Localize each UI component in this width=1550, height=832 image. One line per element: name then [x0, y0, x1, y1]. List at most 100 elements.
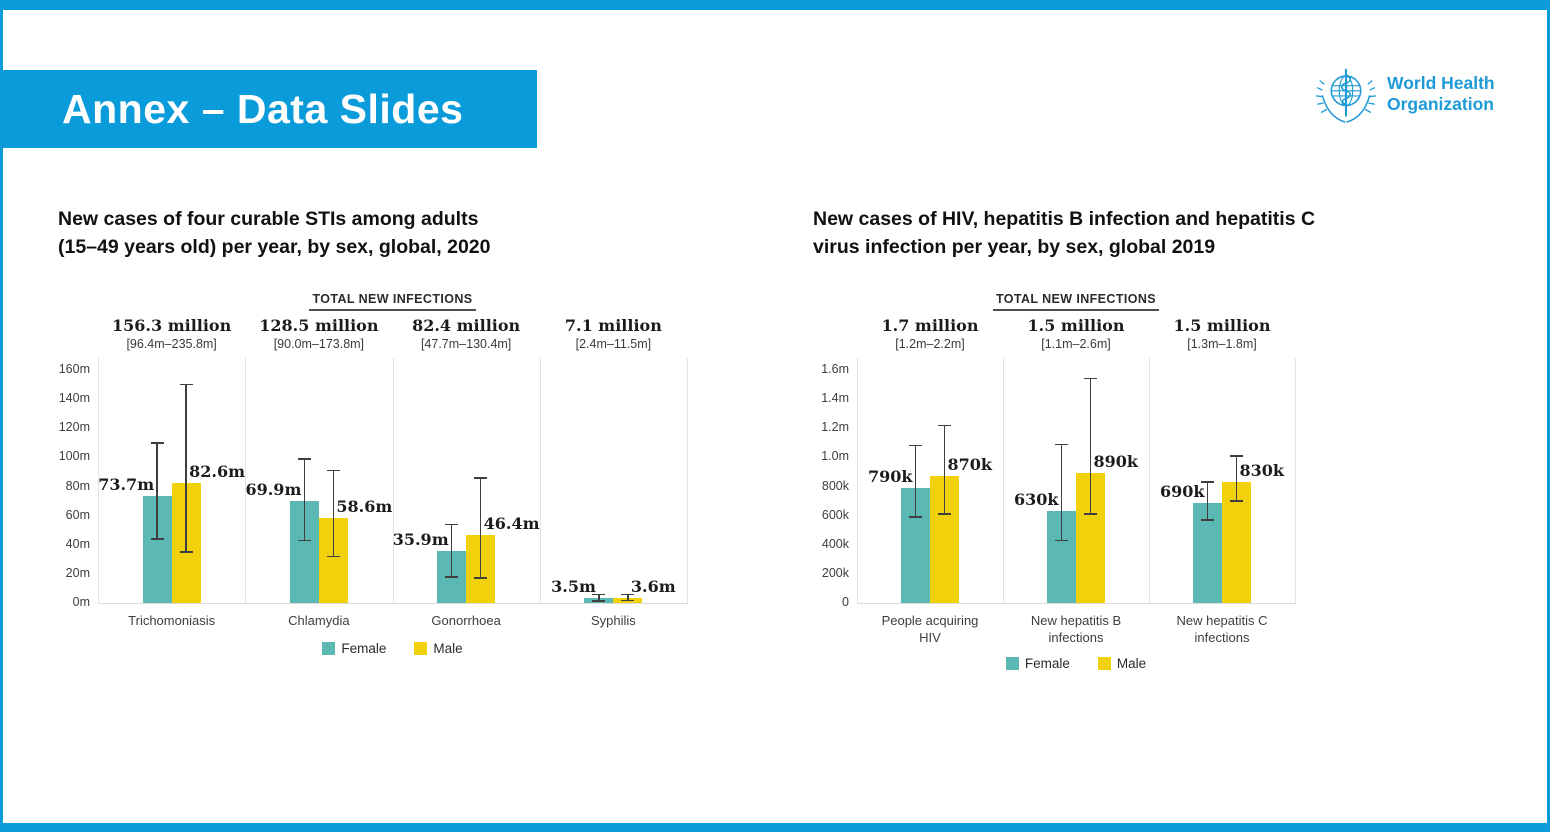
category-label-people-acquiring-hiv: People acquiring HIV — [857, 612, 1003, 646]
value-label-female-people-acquiring-hiv: 790k — [868, 466, 913, 486]
chart-header: TOTAL NEW INFECTIONS — [98, 290, 687, 311]
who-logo: World Health Organization — [1314, 62, 1495, 126]
y-tick-label: 400k — [821, 536, 849, 551]
category-label-new-hepatitis-c-infections: New hepatitis C infections — [1149, 612, 1295, 646]
chart-hiv-hep: TOTAL NEW INFECTIONS 0 200k 400k 600k 800k 1.0… — [808, 288, 1508, 688]
y-tick-label: 1.6m — [821, 362, 849, 376]
category-label-chlamydia: Chlamydia — [245, 612, 392, 629]
error-bar-female-syphilis — [598, 594, 600, 601]
legend-label-female: Female — [341, 641, 387, 656]
value-label-male-new-hepatitis-c-infections: 830k — [1239, 461, 1284, 481]
category-label-syphilis: Syphilis — [540, 612, 687, 629]
y-tick-label: 160m — [58, 362, 90, 376]
panel-divider — [1149, 358, 1150, 603]
value-label-female-chlamydia: 69.9m — [245, 480, 302, 500]
error-bar-male-new-hepatitis-c-infections-cap-bottom — [1230, 500, 1243, 502]
y-tick-label: 0 — [842, 595, 849, 609]
y-tick-label: 1.2m — [821, 420, 849, 435]
legend-item-female: Female — [1005, 656, 1070, 671]
error-bar-male-new-hepatitis-b-infections — [1089, 378, 1092, 515]
value-label-female-gonorrhoea: 35.9m — [392, 529, 449, 549]
total-range-syphilis: [2.4m–11.5m] — [575, 337, 652, 351]
error-bar-female-syphilis-cap-bottom — [592, 600, 606, 602]
y-tick-label: 60m — [65, 507, 90, 522]
error-bar-male-chlamydia-cap-bottom — [326, 555, 340, 558]
value-label-male-people-acquiring-hiv: 870k — [947, 455, 992, 475]
total-syphilis: 7.1 million [2.4m–11.5m] — [540, 316, 687, 351]
value-label-male-chlamydia: 58.6m — [336, 496, 393, 516]
total-range-new-hepatitis-c-infections: [1.3m–1.8m] — [1187, 337, 1257, 351]
value-label-male-trichomoniasis: 82.6m — [189, 461, 246, 481]
chart-title-hiv-hep: New cases of HIV, hepatitis B infection … — [813, 205, 1315, 261]
y-tick-label: 40m — [65, 536, 90, 551]
error-bar-male-chlamydia-cap-top — [326, 469, 340, 472]
total-value-trichomoniasis: 156.3 million — [112, 316, 232, 335]
chart-header-text: TOTAL NEW INFECTIONS — [992, 292, 1160, 311]
value-label-female-new-hepatitis-b-infections: 630k — [1014, 490, 1059, 510]
total-value-syphilis: 7.1 million — [564, 316, 662, 335]
error-bar-female-syphilis-cap-top — [592, 593, 606, 596]
bar-male-new-hepatitis-c-infections — [1222, 482, 1251, 603]
error-bar-female-new-hepatitis-b-infections-cap-top — [1055, 443, 1068, 446]
error-bar-female-people-acquiring-hiv-cap-top — [909, 444, 922, 447]
chart-header-text: TOTAL NEW INFECTIONS — [309, 292, 476, 311]
legend-label-male: Male — [433, 641, 463, 656]
value-label-male-syphilis: 3.6m — [630, 576, 676, 596]
error-bar-female-people-acquiring-hiv — [914, 445, 917, 518]
banner: Annex – Data Slides — [0, 70, 537, 148]
error-bar-female-new-hepatitis-c-infections-cap-top — [1201, 481, 1214, 483]
error-bar-male-chlamydia — [332, 470, 335, 557]
category-label-line: infections — [1048, 630, 1104, 645]
y-tick-label: 80m — [65, 478, 90, 493]
total-value-new-hepatitis-c-infections: 1.5 million — [1173, 316, 1271, 335]
legend-item-male: Male — [1097, 656, 1146, 671]
total-value-new-hepatitis-b-infections: 1.5 million — [1027, 316, 1125, 335]
chart-title-sti: New cases of four curable STIs among adu… — [58, 205, 491, 261]
value-label-female-new-hepatitis-c-infections: 690k — [1160, 481, 1205, 501]
panel-divider — [687, 358, 688, 603]
error-bar-female-new-hepatitis-b-infections — [1060, 444, 1063, 541]
category-label-line: New hepatitis C — [1176, 613, 1268, 628]
y-tick-label: 20m — [65, 565, 90, 580]
error-bar-male-syphilis — [627, 594, 629, 601]
error-bar-female-new-hepatitis-b-infections-cap-bottom — [1055, 539, 1068, 542]
error-bar-male-syphilis-cap-bottom — [621, 599, 635, 602]
error-bar-male-new-hepatitis-b-infections-cap-top — [1084, 377, 1097, 380]
legend: Female Male — [857, 656, 1295, 671]
category-label-line: New hepatitis B — [1030, 613, 1122, 628]
error-bar-male-people-acquiring-hiv-cap-bottom — [938, 513, 951, 515]
panel-divider — [857, 358, 858, 603]
error-bar-female-chlamydia-cap-bottom — [297, 539, 311, 542]
panel-divider — [98, 358, 99, 603]
error-bar-male-gonorrhoea-cap-bottom — [474, 577, 488, 579]
category-label-gonorrhoea: Gonorrhoea — [393, 612, 540, 629]
y-tick-label: 0m — [72, 595, 90, 609]
legend-swatch-male — [414, 642, 428, 655]
y-tick-label: 120m — [58, 420, 90, 435]
category-label-line: Gonorrhoea — [431, 613, 501, 628]
error-bar-female-new-hepatitis-c-infections-cap-bottom — [1201, 519, 1214, 521]
error-bar-female-people-acquiring-hiv-cap-bottom — [909, 516, 922, 518]
total-trichomoniasis: 156.3 million [96.4m–235.8m] — [98, 316, 245, 351]
error-bar-female-chlamydia-cap-top — [297, 458, 311, 460]
y-tick-label: 800k — [821, 478, 849, 493]
value-label-female-syphilis: 3.5m — [551, 576, 596, 596]
panel-divider — [1295, 358, 1296, 603]
error-bar-male-new-hepatitis-b-infections-cap-bottom — [1084, 513, 1097, 515]
panel-divider — [1003, 358, 1004, 603]
frame-right — [1547, 0, 1550, 832]
total-people-acquiring-hiv: 1.7 million [1.2m–2.2m] — [857, 316, 1003, 351]
error-bar-female-trichomoniasis — [156, 442, 158, 539]
total-gonorrhoea: 82.4 million [47.7m–130.4m] — [393, 316, 540, 351]
error-bar-male-gonorrhoea-cap-top — [474, 477, 488, 479]
chart-title-hiv-hep-line1: New cases of HIV, hepatitis B infection … — [813, 208, 1316, 230]
error-bar-female-gonorrhoea-cap-bottom — [445, 576, 459, 578]
total-chlamydia: 128.5 million [90.0m–173.8m] — [245, 316, 392, 351]
error-bar-male-people-acquiring-hiv — [943, 425, 946, 515]
total-new-hepatitis-b-infections: 1.5 million [1.1m–2.6m] — [1003, 316, 1149, 351]
category-label-new-hepatitis-b-infections: New hepatitis B infections — [1003, 612, 1149, 646]
frame-left — [0, 0, 3, 832]
legend-item-female: Female — [322, 641, 386, 656]
frame-bottom — [0, 823, 1550, 832]
